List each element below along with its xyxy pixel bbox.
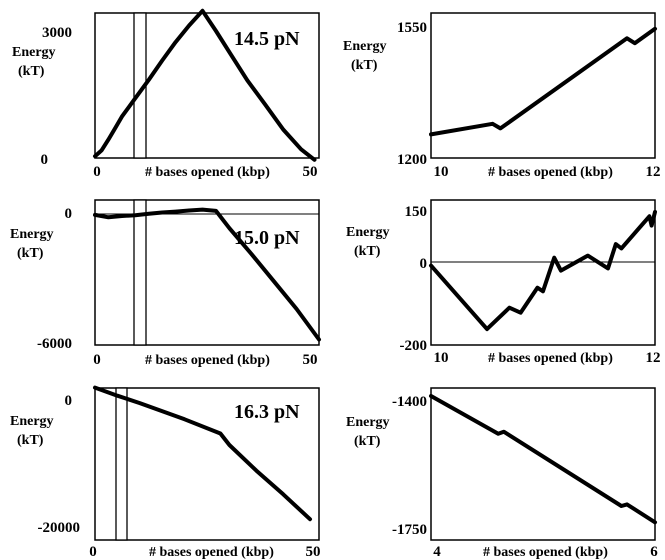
- x-tick-left: 0: [89, 544, 97, 560]
- panel-3: 0 -6000 Energy (kT) 15.0 pN 0 # bases op…: [10, 199, 321, 368]
- x-axis-label: # bases opened (kbp): [145, 165, 270, 180]
- y-axis-label-line1: Energy: [10, 227, 54, 242]
- x-axis-label: # bases opened (kbp): [488, 165, 613, 180]
- plot-frame: [430, 199, 656, 346]
- x-axis-label: # bases opened (kbp): [483, 545, 608, 560]
- energy-curve-line: [93, 385, 312, 522]
- y-axis-label-line1: Energy: [346, 415, 390, 430]
- annotation-force: 14.5 pN: [234, 28, 300, 50]
- y-tick-bottom: -200: [400, 338, 428, 354]
- panel-1: 3000 0 Energy (kT) 14.5 pN 0 # bases ope…: [12, 8, 320, 180]
- energy-curve-line: [429, 394, 657, 525]
- y-axis-label-line1: Energy: [10, 414, 54, 429]
- y-tick-top: 1550: [397, 20, 427, 36]
- energy-curve-line: [429, 210, 657, 332]
- x-tick-right: 50: [303, 164, 318, 180]
- x-tick-left: 0: [93, 352, 101, 368]
- y-axis-label-line2: (kT): [18, 64, 45, 79]
- y-tick-top: 3000: [42, 25, 72, 41]
- plot-frame: [94, 199, 320, 346]
- y-axis-label-line1: Energy: [12, 45, 56, 60]
- plot-frame: [94, 387, 320, 541]
- x-tick-right: 6: [650, 544, 658, 560]
- y-axis-label-line2: (kT): [354, 244, 381, 259]
- series-layer: [93, 207, 321, 342]
- x-tick-right: 12: [646, 350, 661, 366]
- panel-5: 0 -20000 Energy (kT) 16.3 pN 0 # bases o…: [10, 385, 321, 560]
- x-tick-left: 10: [434, 350, 449, 366]
- panel-6: -1400 -1750 Energy (kT) 4 # bases opened…: [346, 387, 658, 560]
- y-tick-bottom: -20000: [38, 520, 81, 536]
- x-tick-left: 4: [433, 544, 441, 560]
- annotation-force: 16.3 pN: [234, 401, 300, 423]
- y-axis-label-line2: (kT): [17, 246, 44, 261]
- y-axis-label-line2: (kT): [351, 58, 378, 73]
- y-tick-mid: 0: [420, 256, 428, 272]
- plot-frame: [430, 12, 656, 159]
- series-layer: [429, 394, 657, 525]
- y-tick-bottom: -1750: [392, 522, 427, 538]
- series-layer: [429, 26, 657, 137]
- x-tick-right: 12: [646, 164, 661, 180]
- series-layer: [93, 385, 312, 522]
- window-rect: [133, 199, 147, 346]
- panel-2: 1550 1200 Energy (kT) 10 # bases opened …: [343, 12, 661, 180]
- energy-curve-line: [93, 207, 321, 342]
- x-tick-right: 50: [303, 352, 318, 368]
- x-axis-label: # bases opened (kbp): [145, 353, 270, 368]
- y-tick-top: 0: [65, 206, 73, 222]
- y-tick-top: 150: [405, 204, 428, 220]
- y-tick-bottom: 0: [41, 152, 49, 168]
- x-tick-left: 10: [434, 164, 449, 180]
- x-tick-left: 0: [93, 164, 101, 180]
- series-layer: [429, 210, 657, 332]
- x-axis-label: # bases opened (kbp): [488, 351, 613, 366]
- plot-frame: [94, 12, 320, 159]
- x-tick-right: 50: [306, 544, 321, 560]
- y-axis-label-line2: (kT): [354, 434, 381, 449]
- x-axis-label: # bases opened (kbp): [149, 545, 274, 560]
- energy-curve-line: [93, 8, 317, 162]
- annotation-force: 15.0 pN: [234, 227, 300, 249]
- window-rect: [115, 387, 128, 541]
- y-tick-top: 0: [65, 393, 73, 409]
- y-axis-label-line2: (kT): [17, 433, 44, 448]
- energy-curve-line: [429, 26, 657, 137]
- y-axis-label-line1: Energy: [343, 39, 387, 54]
- y-axis-label-line1: Energy: [346, 225, 390, 240]
- series-layer: [93, 8, 317, 162]
- panel-4: 150 0 -200 Energy (kT) 10 # bases opened…: [346, 199, 661, 366]
- plot-frame: [430, 387, 656, 541]
- y-tick-bottom: -6000: [37, 336, 72, 352]
- y-tick-top: -1400: [392, 394, 427, 410]
- y-tick-bottom: 1200: [397, 152, 427, 168]
